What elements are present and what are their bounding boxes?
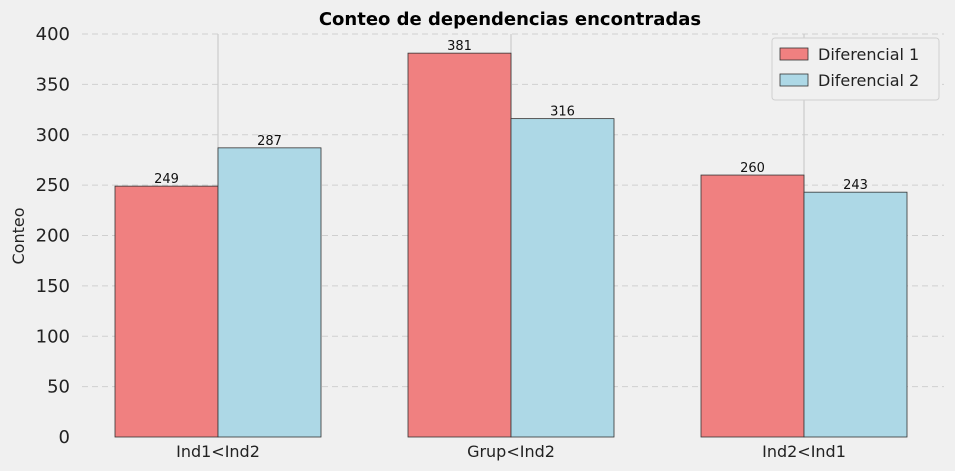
- y-axis-label: Conteo: [9, 207, 28, 264]
- bar-2-3: [803, 191, 908, 438]
- legend-swatch: [779, 73, 809, 87]
- legend-entry: Diferencial 2: [818, 71, 919, 90]
- y-tick-label: 400: [36, 24, 70, 45]
- bar-2-1: [217, 147, 322, 438]
- chart-title: Conteo de dependencias encontradas: [319, 9, 701, 30]
- y-tick-label: 200: [36, 226, 70, 247]
- data-label: 316: [550, 105, 575, 120]
- bar-1-2: [407, 52, 512, 438]
- data-label: 287: [257, 134, 282, 149]
- x-tick-label: Ind1<Ind2: [176, 442, 260, 461]
- x-tick-label: Ind2<Ind1: [762, 442, 846, 461]
- data-label: 243: [843, 178, 868, 193]
- data-label: 260: [740, 161, 765, 176]
- y-tick-label: 350: [36, 74, 70, 95]
- y-tick-label: 250: [36, 175, 70, 196]
- y-tick-label: 100: [36, 326, 70, 347]
- y-tick-label: 300: [36, 125, 70, 146]
- y-axis-ticks: 0 50 100 150 200 250 300 350 400: [36, 24, 70, 448]
- x-axis-ticks: Ind1<Ind2 Grup<Ind2 Ind2<Ind1: [176, 442, 846, 461]
- data-labels: 249 287 381 316 260 243: [154, 39, 868, 193]
- bar-1-3: [700, 174, 805, 438]
- legend: Diferencial 1 Diferencial 2: [771, 37, 940, 101]
- y-tick-label: 150: [36, 276, 70, 297]
- y-tick-label: 50: [47, 377, 70, 398]
- y-tick-label: 0: [59, 427, 70, 448]
- data-label: 381: [447, 39, 472, 54]
- bar-1-1: [114, 185, 219, 438]
- legend-entry: Diferencial 1: [818, 45, 919, 64]
- legend-box: [771, 37, 940, 101]
- x-tick-label: Grup<Ind2: [467, 442, 555, 461]
- data-label: 249: [154, 172, 179, 187]
- bars: [114, 52, 908, 438]
- bar-2-2: [510, 118, 615, 438]
- legend-swatch: [779, 47, 809, 61]
